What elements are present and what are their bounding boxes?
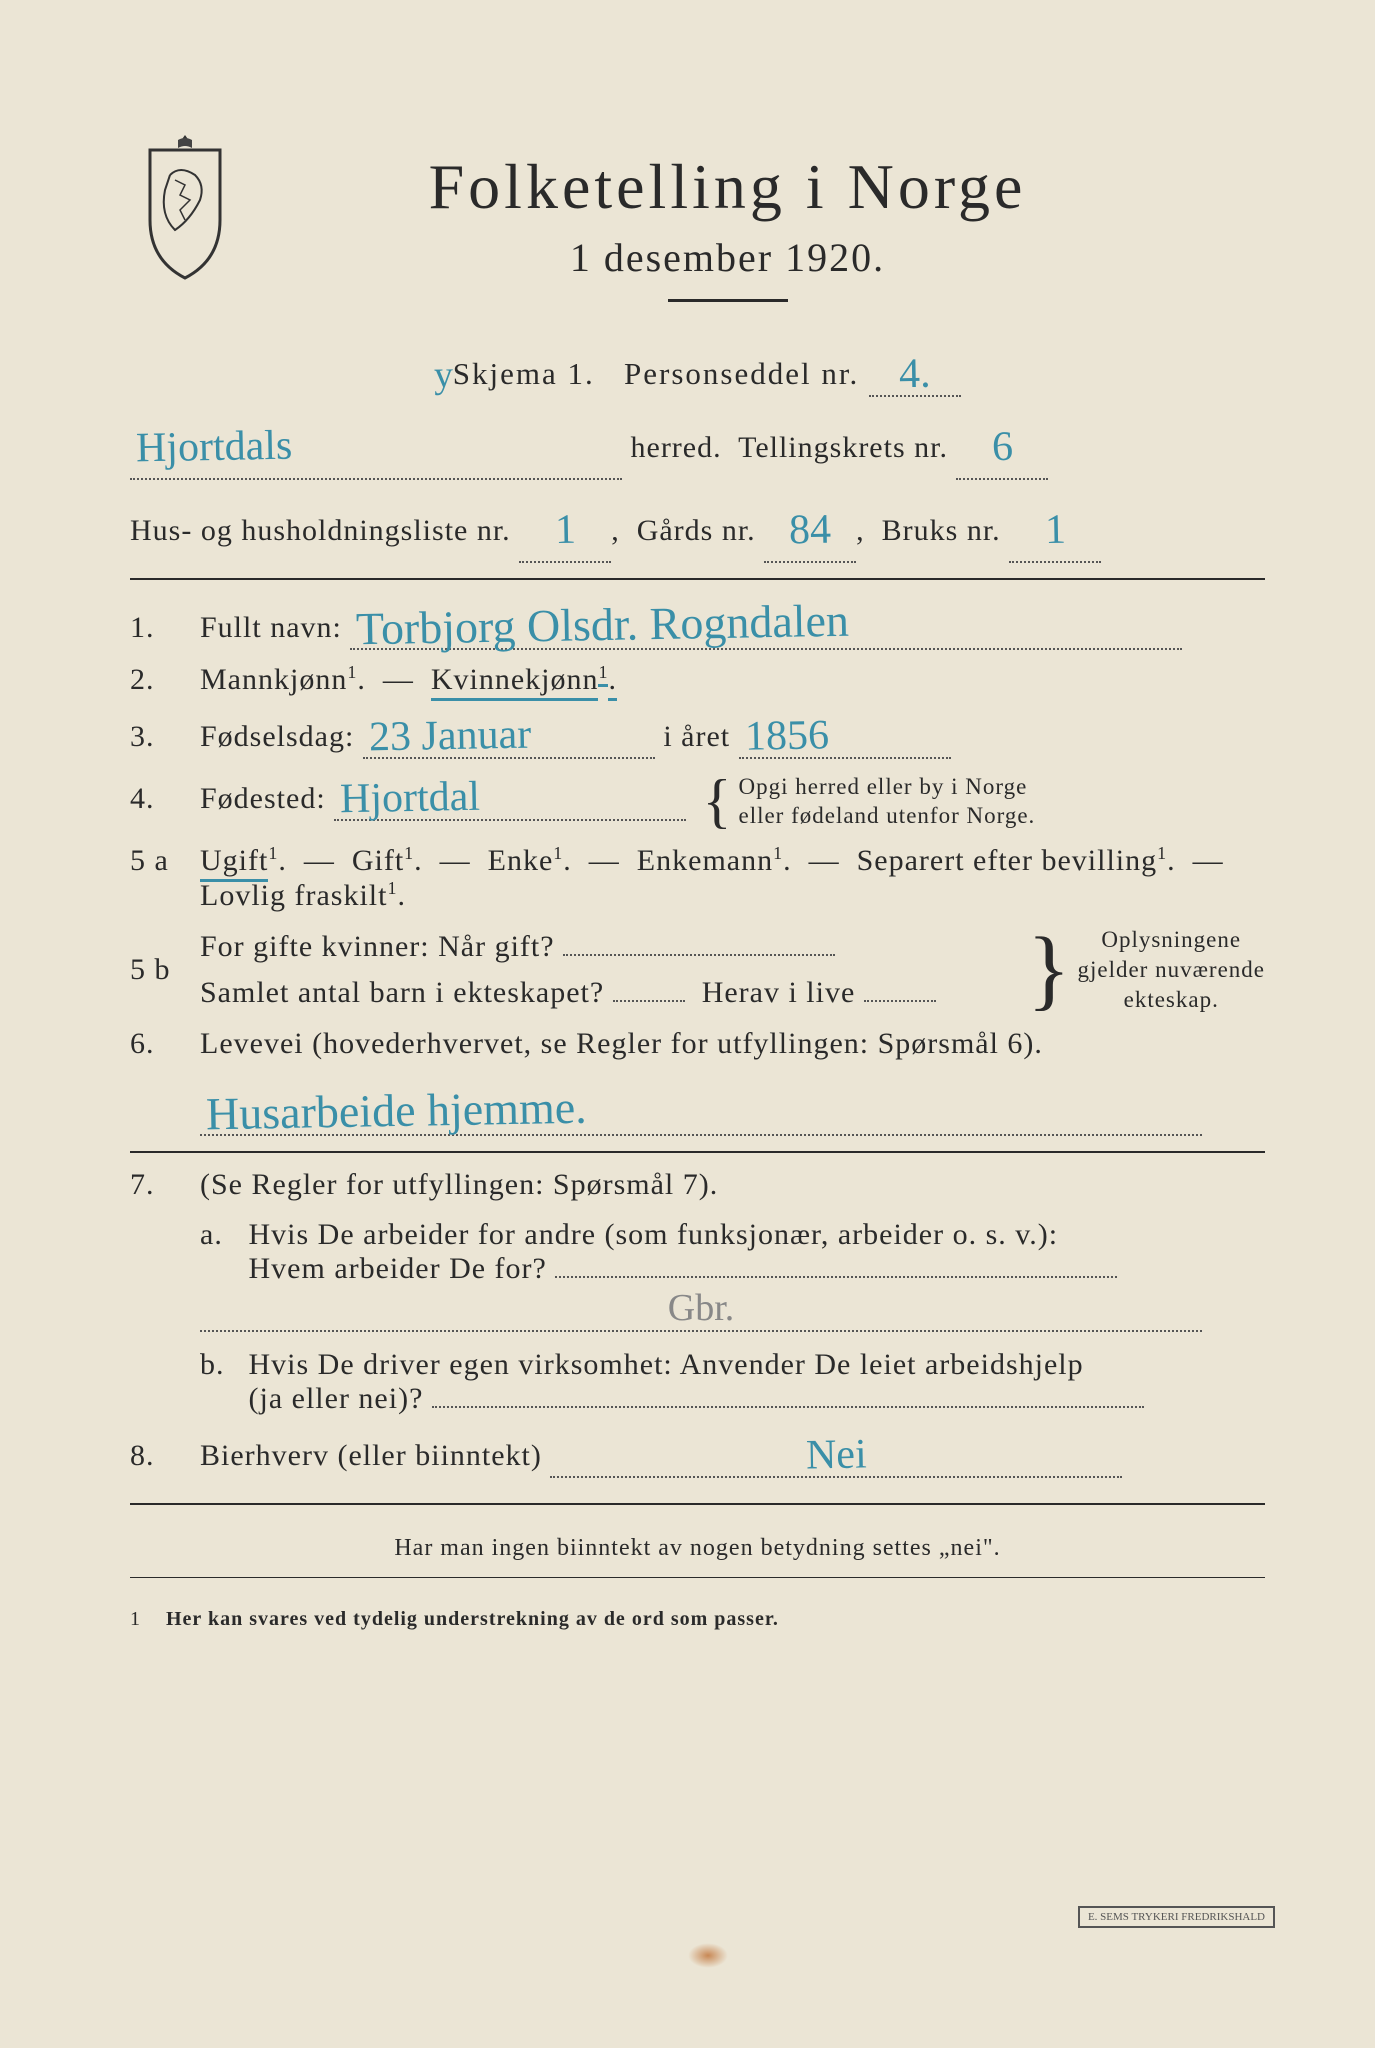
title-block: Folketelling i Norge 1 desember 1920. <box>190 150 1265 327</box>
personseddel-nr: 4. <box>899 350 931 399</box>
hand-mark: y <box>434 353 454 397</box>
q5a-separert: Separert efter bevilling <box>857 844 1158 877</box>
q6-num: 6. <box>130 1027 200 1061</box>
q7a-label: a. <box>200 1218 240 1252</box>
q2-mann: Mannkjønn <box>200 663 347 696</box>
rule <box>130 578 1265 580</box>
tellingskrets-label: Tellingskrets nr. <box>738 431 948 464</box>
footnote-text: Her kan svares ved tydelig understreknin… <box>166 1608 779 1630</box>
footnote-1: Har man ingen biinntekt av nogen betydni… <box>130 1535 1265 1562</box>
q3-day: 23 Januar <box>368 711 531 762</box>
brace-icon: { <box>703 783 733 819</box>
q5a-num: 5 a <box>130 844 200 878</box>
q8-label: Bierhverv (eller biinntekt) <box>200 1439 542 1472</box>
q5b-line1: For gifte kvinner: Når gift? <box>200 930 555 963</box>
q8-value: Nei <box>806 1431 867 1480</box>
census-form-page: Folketelling i Norge 1 desember 1920. y … <box>0 0 1375 2048</box>
q5b-note: Oplysningene gjelder nuværende ekteskap. <box>1077 925 1265 1015</box>
ident-line3: Hus- og husholdningsliste nr. 1, Gårds n… <box>130 494 1265 563</box>
ident-line1: y Skjema 1. Personseddel nr. 4. <box>130 347 1265 397</box>
q7b-label: b. <box>200 1348 240 1382</box>
printer-stamp: E. SEMS TRYKERI FREDRIKSHALD <box>1078 1906 1275 1928</box>
q5a-gift: Gift <box>352 844 404 877</box>
subtitle: 1 desember 1920. <box>190 234 1265 281</box>
q1: 1. Fullt navn: Torbjorg Olsdr. Rogndalen <box>130 595 1265 650</box>
q5a: 5 a Ugift1. — Gift1. — Enke1. — Enkemann… <box>130 843 1265 913</box>
gards-nr: 84 <box>789 497 832 565</box>
q3: 3. Fødselsdag: 23 Januar i året 1856 <box>130 709 1265 759</box>
q7: 7. (Se Regler for utfyllingen: Spørsmål … <box>130 1168 1265 1416</box>
stain <box>688 1943 728 1968</box>
hus-nr: 1 <box>554 497 576 565</box>
bruks-label: Bruks nr. <box>882 514 1001 547</box>
q6-value: Husarbeide hjemme. <box>206 1081 588 1141</box>
hus-label: Hus- og husholdningsliste nr. <box>130 514 511 547</box>
q6: 6. Levevei (hovederhvervet, se Regler fo… <box>130 1027 1265 1136</box>
q3-num: 3. <box>130 720 200 754</box>
q7b-text: Hvis De driver egen virksomhet: Anvender… <box>249 1348 1084 1381</box>
q8: 8. Bierhverv (eller biinntekt) Nei <box>130 1428 1265 1478</box>
q5a-ugift: Ugift <box>200 844 268 882</box>
q7-label: (Se Regler for utfyllingen: Spørsmål 7). <box>200 1168 718 1201</box>
q2-kvinne: Kvinnekjønn <box>431 663 599 701</box>
q1-num: 1. <box>130 611 200 645</box>
q4-value: Hjortdal <box>340 773 481 823</box>
q5a-enke: Enke <box>488 844 554 877</box>
q4-note: Opgi herred eller by i Norge eller fødel… <box>738 772 1035 832</box>
q2: 2. Mannkjønn1. — Kvinnekjønn1. <box>130 662 1265 697</box>
q7a-value: Gbr. <box>668 1286 735 1330</box>
herred-value: Hjortdals <box>135 413 292 483</box>
footnote-2: 1 Her kan svares ved tydelig understrekn… <box>130 1608 1265 1631</box>
q5a-enkemann: Enkemann <box>637 844 773 877</box>
q7b-text2: (ja eller nei)? <box>249 1382 424 1415</box>
herred-label: herred. <box>631 431 722 464</box>
tellingskrets-nr: 6 <box>991 414 1013 482</box>
main-title: Folketelling i Norge <box>190 150 1265 224</box>
rule <box>130 1577 1265 1578</box>
divider <box>668 299 788 302</box>
q3-sep: i året <box>663 720 730 753</box>
rule <box>130 1151 1265 1153</box>
q1-label: Fullt navn: <box>200 611 342 644</box>
q5b-line2a: Samlet antal barn i ekteskapet? <box>200 976 604 1009</box>
q6-label: Levevei (hovederhvervet, se Regler for u… <box>200 1027 1043 1060</box>
ident-line2: Hjortdals herred. Tellingskrets nr. 6 <box>130 411 1265 480</box>
header: Folketelling i Norge 1 desember 1920. <box>130 150 1265 327</box>
gards-label: Gårds nr. <box>637 514 756 547</box>
brace-icon: } <box>1027 943 1071 997</box>
q7-num: 7. <box>130 1168 200 1202</box>
q4: 4. Fødested: Hjortdal { Opgi herred elle… <box>130 771 1265 831</box>
q8-num: 8. <box>130 1439 200 1473</box>
q4-label: Fødested: <box>200 782 326 815</box>
q5b-line2b: Herav i live <box>702 976 856 1009</box>
q7a-text2: Hvem arbeider De for? <box>249 1252 547 1285</box>
q4-num: 4. <box>130 782 200 816</box>
q5b: 5 b For gifte kvinner: Når gift? Samlet … <box>130 925 1265 1015</box>
bruks-nr: 1 <box>1044 497 1066 565</box>
footnote-num: 1 <box>130 1608 160 1631</box>
q3-year: 1856 <box>744 712 829 761</box>
skjema-label: Skjema 1. <box>453 356 595 391</box>
rule <box>130 1503 1265 1505</box>
q5a-fraskilt: Lovlig fraskilt <box>200 879 387 912</box>
q2-num: 2. <box>130 663 200 697</box>
personseddel-label: Personseddel nr. <box>624 356 859 391</box>
q3-label: Fødselsdag: <box>200 720 354 753</box>
q1-value: Torbjorg Olsdr. Rogndalen <box>356 594 850 656</box>
q7a-text: Hvis De arbeider for andre (som funksjon… <box>249 1218 1059 1251</box>
q5b-num: 5 b <box>130 953 200 987</box>
